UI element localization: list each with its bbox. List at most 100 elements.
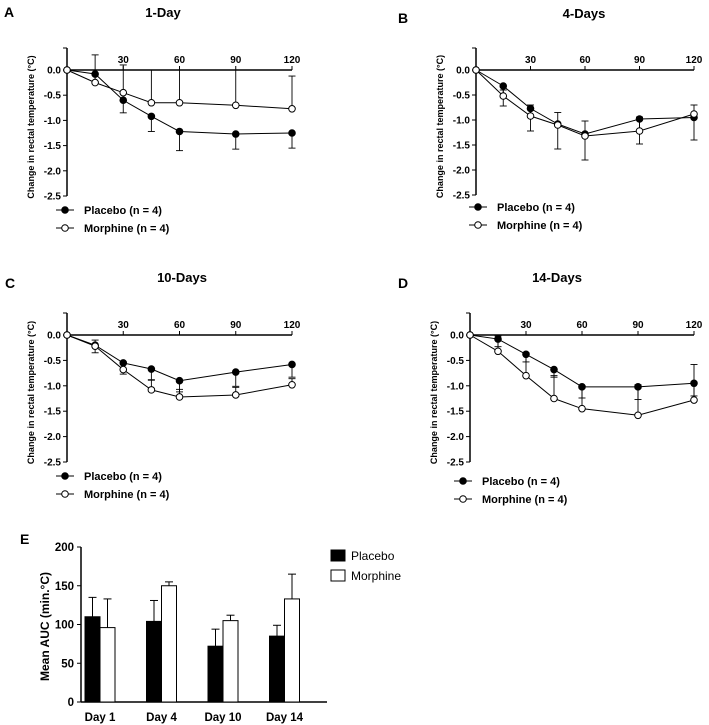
legend-marker bbox=[61, 472, 69, 480]
line-panel-d: D 14-Days 0.0 -0.5 -1.0 -1.5 -2.0 -2.5 30 60 90 120… bbox=[398, 270, 703, 506]
line-panel-c: C 10-Days 0.0 -0.5 -1.0 -1.5 -2.0 -2.5 30 60 90 120… bbox=[5, 270, 301, 501]
legend-label: Placebo (n = 4) bbox=[497, 202, 575, 214]
data-point bbox=[231, 130, 240, 138]
legend-swatch bbox=[330, 569, 346, 582]
legend-marker bbox=[474, 203, 482, 211]
x-tick-label: 60 bbox=[174, 55, 186, 66]
data-point bbox=[91, 78, 99, 87]
data-point bbox=[175, 127, 184, 136]
y-tick-label: 100 bbox=[55, 620, 74, 632]
panel-letter: D bbox=[398, 275, 408, 291]
y-tick-label: 0.0 bbox=[47, 331, 61, 342]
panel-title: 1-Day bbox=[145, 5, 181, 20]
x-tick-label: Day 4 bbox=[146, 712, 177, 724]
data-point bbox=[63, 66, 71, 74]
legend-label: Morphine (n = 4) bbox=[84, 223, 170, 235]
y-tick-label: -0.5 bbox=[447, 356, 465, 367]
line-panel-b: B 4-Days 0.0 -0.5 -1.0 -1.5 -2.0 -2.5 30 60 90 120 C… bbox=[398, 6, 703, 232]
data-point bbox=[119, 365, 128, 374]
legend-marker bbox=[459, 477, 467, 485]
y-tick-label: -0.5 bbox=[44, 356, 62, 367]
legend-swatch bbox=[330, 549, 346, 562]
data-point bbox=[231, 391, 240, 399]
data-point bbox=[147, 98, 156, 107]
bar bbox=[222, 620, 239, 703]
data-point bbox=[288, 105, 296, 113]
x-tick-label: 30 bbox=[118, 320, 130, 331]
bar bbox=[284, 598, 300, 703]
data-point bbox=[635, 127, 644, 135]
x-tick-label: 120 bbox=[686, 320, 703, 331]
y-tick-label: -2.5 bbox=[453, 191, 471, 202]
data-point bbox=[494, 347, 502, 356]
x-tick-label: 30 bbox=[118, 55, 130, 66]
data-point bbox=[499, 92, 508, 100]
bar bbox=[146, 620, 162, 703]
legend-label: Placebo bbox=[351, 549, 395, 563]
y-axis-label: Mean AUC (min.°C) bbox=[38, 572, 52, 681]
y-axis-label: Change in rectal temperature (°C) bbox=[26, 55, 36, 198]
x-tick-label: 60 bbox=[576, 320, 588, 331]
legend-marker bbox=[61, 206, 69, 214]
data-point bbox=[175, 376, 184, 385]
y-tick-label: 50 bbox=[61, 658, 74, 670]
data-point bbox=[231, 101, 240, 110]
legend-marker bbox=[459, 495, 467, 503]
data-point bbox=[526, 112, 535, 120]
y-tick-label: -2.5 bbox=[447, 458, 465, 469]
line-panel-a: A 1-Day 0.0 -0.5 -1.0 -1.5 -2.0 -2.5 30 60 90 120 Ch… bbox=[4, 4, 301, 235]
legend-label: Morphine (n = 4) bbox=[497, 220, 583, 232]
data-point bbox=[147, 386, 156, 394]
y-axis-label: Change in rectal temperature (°C) bbox=[26, 321, 36, 464]
legend-marker bbox=[474, 221, 482, 229]
y-tick-label: -1.0 bbox=[447, 381, 465, 392]
y-tick-label: -2.5 bbox=[44, 458, 62, 469]
bar bbox=[99, 627, 116, 703]
data-point bbox=[634, 411, 642, 420]
series-line bbox=[66, 334, 293, 382]
panel-title: 4-Days bbox=[563, 6, 606, 21]
y-tick-label: -1.5 bbox=[447, 407, 465, 418]
y-tick-label: -2.5 bbox=[44, 192, 62, 203]
data-point bbox=[690, 396, 698, 404]
y-tick-label: -2.0 bbox=[44, 166, 62, 177]
bar bbox=[84, 616, 101, 703]
legend-marker bbox=[61, 490, 69, 498]
x-tick-label: 90 bbox=[230, 320, 242, 331]
data-point bbox=[147, 365, 156, 373]
x-tick-label: 30 bbox=[525, 55, 537, 66]
y-tick-label: -1.0 bbox=[453, 116, 471, 127]
y-tick-label: -0.5 bbox=[44, 91, 62, 102]
panel-letter: E bbox=[20, 531, 29, 547]
data-point bbox=[231, 368, 240, 376]
data-point bbox=[578, 404, 586, 413]
x-tick-label: 120 bbox=[284, 320, 301, 331]
data-point bbox=[91, 342, 99, 350]
legend-label: Placebo (n = 4) bbox=[482, 476, 560, 488]
data-point bbox=[288, 360, 296, 369]
legend-label: Morphine (n = 4) bbox=[482, 494, 568, 506]
x-tick-label: 120 bbox=[686, 55, 703, 66]
x-tick-label: 120 bbox=[284, 55, 301, 66]
data-point bbox=[553, 121, 562, 129]
x-tick-label: 30 bbox=[520, 320, 532, 331]
y-axis-label: Change in rectal temperature (°C) bbox=[435, 55, 445, 198]
y-tick-label: 0.0 bbox=[456, 66, 470, 77]
y-axis-label: Change in rectal temperature (°C) bbox=[429, 321, 439, 464]
y-tick-label: -1.5 bbox=[44, 407, 62, 418]
y-tick-label: -1.0 bbox=[44, 116, 62, 127]
bar-panel-e: E 0 50 100 150 200 Mean AUC (min.°C) Day 1 Day 4… bbox=[20, 531, 401, 724]
data-point bbox=[288, 380, 296, 389]
y-tick-label: 150 bbox=[55, 581, 74, 593]
data-point bbox=[147, 112, 156, 121]
data-point bbox=[119, 88, 128, 97]
panel-letter: B bbox=[398, 10, 408, 26]
data-point bbox=[550, 365, 558, 374]
y-tick-label: 0 bbox=[68, 697, 74, 709]
series-line bbox=[469, 334, 695, 388]
panel-title: 14-Days bbox=[532, 270, 582, 285]
data-point bbox=[175, 98, 184, 107]
data-point bbox=[175, 393, 184, 401]
x-tick-label: 90 bbox=[634, 55, 646, 66]
